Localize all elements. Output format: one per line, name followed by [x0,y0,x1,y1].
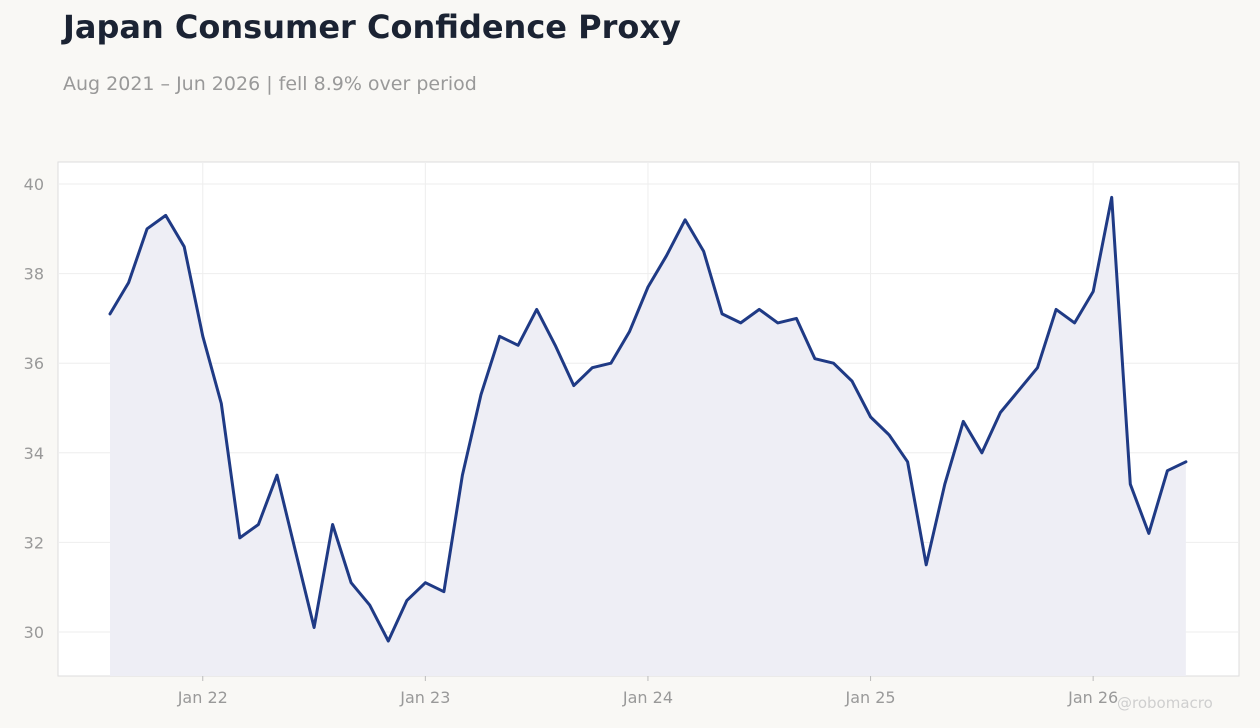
y-tick-label: 34 [24,444,44,463]
y-tick-label: 30 [24,623,44,642]
x-tick-label: Jan 24 [622,688,673,707]
y-tick-label: 36 [24,354,44,373]
x-tick-label: Jan 22 [177,688,228,707]
y-tick-label: 32 [24,533,44,552]
series-line [108,195,1188,643]
watermark: @robomacro [1117,694,1213,712]
y-tick-label: 38 [24,265,44,284]
x-tick-label: Jan 25 [844,688,895,707]
y-tick-label: 40 [24,175,44,194]
x-axis-ticks: Jan 22 Jan 23 Jan 24 Jan 25 Jan 26 [177,676,1118,707]
series-area-fill [110,197,1186,676]
x-tick-label: Jan 23 [399,688,450,707]
chart-title: Japan Consumer Confidence Proxy [63,8,681,46]
y-axis-ticks: 30 32 34 36 38 40 [24,175,44,642]
x-tick-label: Jan 26 [1067,688,1118,707]
chart-subtitle: Aug 2021 – Jun 2026 | fell 8.9% over per… [63,73,477,95]
